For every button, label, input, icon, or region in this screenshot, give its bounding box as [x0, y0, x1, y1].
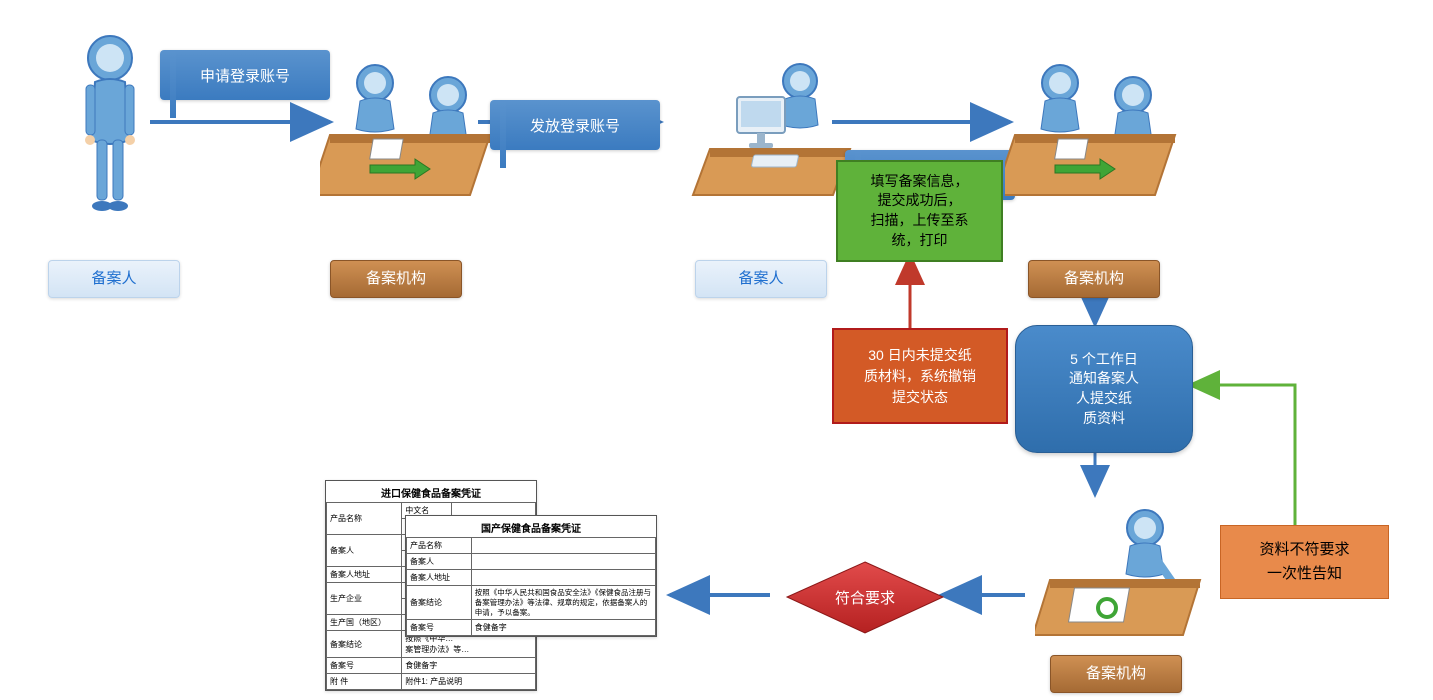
applicant-label-2: 备案人 [695, 260, 827, 298]
cert-import-title: 进口保健食品备案凭证 [326, 481, 536, 502]
flag-apply-account: 申请登录账号 [160, 50, 330, 100]
flag-issue-account-label: 发放登录账号 [530, 115, 620, 136]
agency-label-1-text: 备案机构 [366, 270, 426, 287]
flag-issue-account: 发放登录账号 [490, 100, 660, 150]
green-info-box: 填写备案信息， 提交成功后， 扫描，上传至系 统，打印 [836, 160, 1003, 262]
decision-diamond-label: 符合要求 [785, 560, 945, 635]
agency-label-1: 备案机构 [330, 260, 462, 298]
agency-review-desk-icon [1035, 500, 1195, 655]
blue-round-text: 5 个工作日 通知备案人 人提交纸 质资料 [1069, 350, 1139, 428]
green-info-text: 填写备案信息， 提交成功后， 扫描，上传至系 统，打印 [871, 172, 969, 250]
agency-label-3-text: 备案机构 [1086, 665, 1146, 682]
orange-red-text: 30 日内未提交纸 质材料，系统撤销 提交状态 [864, 345, 976, 408]
cert-domestic-title: 国产保健食品备案凭证 [406, 516, 656, 537]
flag-apply-account-label: 申请登录账号 [200, 65, 290, 86]
applicant-label-2-text: 备案人 [738, 270, 783, 287]
agency-label-2-text: 备案机构 [1064, 270, 1124, 287]
orange-red-box: 30 日内未提交纸 质材料，系统撤销 提交状态 [832, 328, 1008, 424]
applicant-computer-icon [690, 55, 840, 210]
applicant-label-1-text: 备案人 [91, 270, 136, 287]
cert-domestic-doc: 国产保健食品备案凭证 产品名称 备案人 备案人地址 备案结论按照《中华人民共和国… [405, 515, 657, 637]
orange-noncompliant-text: 资料不符要求 一次性告知 [1259, 538, 1349, 586]
applicant-label-1: 备案人 [48, 260, 180, 298]
agency-label-2: 备案机构 [1028, 260, 1160, 298]
agency-desk-2-icon [1005, 55, 1185, 210]
agency-desk-1-icon [320, 55, 500, 210]
agency-label-3: 备案机构 [1050, 655, 1182, 693]
applicant-person-1-icon [75, 30, 145, 225]
blue-round-notice: 5 个工作日 通知备案人 人提交纸 质资料 [1015, 325, 1193, 453]
orange-noncompliant-box: 资料不符要求 一次性告知 [1220, 525, 1389, 599]
cert-domestic-table: 产品名称 备案人 备案人地址 备案结论按照《中华人民共和国食品安全法》《保健食品… [406, 537, 656, 636]
decision-diamond: 符合要求 [785, 560, 945, 635]
